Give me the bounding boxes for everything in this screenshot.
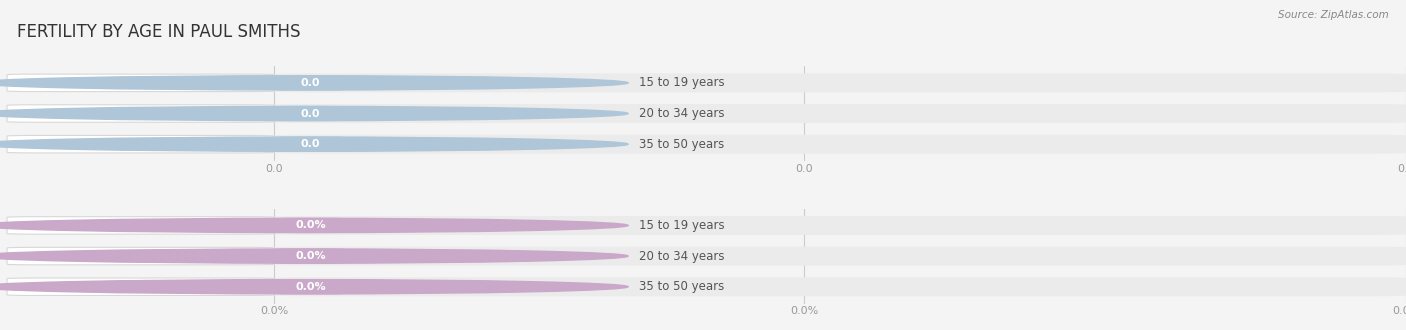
FancyBboxPatch shape: [274, 247, 1406, 266]
Text: 15 to 19 years: 15 to 19 years: [640, 76, 725, 89]
Text: 0.0: 0.0: [301, 78, 321, 88]
FancyBboxPatch shape: [277, 248, 344, 264]
Text: 0.0: 0.0: [301, 109, 321, 118]
Text: FERTILITY BY AGE IN PAUL SMITHS: FERTILITY BY AGE IN PAUL SMITHS: [17, 23, 301, 41]
Circle shape: [0, 218, 628, 233]
Circle shape: [0, 280, 628, 294]
Text: 35 to 50 years: 35 to 50 years: [640, 280, 724, 293]
Text: 20 to 34 years: 20 to 34 years: [640, 107, 725, 120]
FancyBboxPatch shape: [277, 218, 344, 233]
Text: 15 to 19 years: 15 to 19 years: [640, 219, 725, 232]
FancyBboxPatch shape: [7, 135, 274, 153]
FancyBboxPatch shape: [7, 278, 274, 295]
FancyBboxPatch shape: [274, 104, 1406, 123]
FancyBboxPatch shape: [274, 135, 1406, 154]
Text: 0.0%: 0.0%: [295, 220, 326, 230]
Text: 20 to 34 years: 20 to 34 years: [640, 249, 725, 263]
FancyBboxPatch shape: [274, 216, 1406, 235]
Circle shape: [0, 106, 628, 121]
Text: Source: ZipAtlas.com: Source: ZipAtlas.com: [1278, 10, 1389, 20]
Text: 0.0%: 0.0%: [295, 282, 326, 292]
FancyBboxPatch shape: [274, 277, 1406, 296]
FancyBboxPatch shape: [7, 217, 274, 234]
FancyBboxPatch shape: [7, 248, 274, 265]
FancyBboxPatch shape: [277, 137, 344, 152]
FancyBboxPatch shape: [277, 106, 344, 121]
FancyBboxPatch shape: [277, 279, 344, 294]
FancyBboxPatch shape: [7, 74, 274, 92]
Circle shape: [0, 137, 628, 151]
FancyBboxPatch shape: [7, 105, 274, 122]
Text: 35 to 50 years: 35 to 50 years: [640, 138, 724, 151]
Text: 0.0: 0.0: [301, 139, 321, 149]
FancyBboxPatch shape: [277, 75, 344, 90]
FancyBboxPatch shape: [274, 73, 1406, 92]
Circle shape: [0, 76, 628, 90]
Text: 0.0%: 0.0%: [295, 251, 326, 261]
Circle shape: [0, 249, 628, 263]
